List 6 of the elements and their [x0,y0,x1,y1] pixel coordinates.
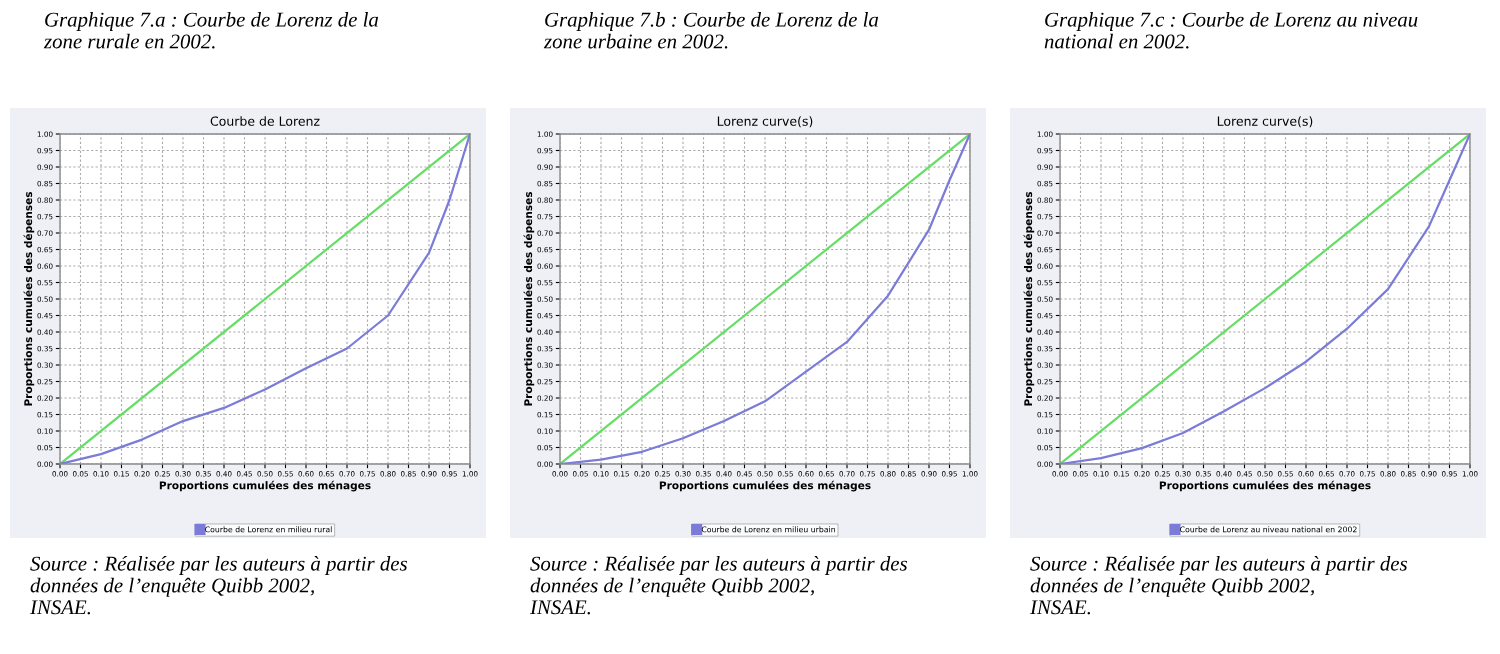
source-note: Source : Réalisée par les auteurs à partir des données de l’enquête Quibb 2002, INSAE. [29,556,408,615]
source-note: Source : Réalisée par les auteurs à partir des données de l’enquête Quibb 2002, INSAE. [1029,556,1408,615]
text: Graphique 7.a : Courbe de Lorenz de la zone rurale en 2002. [43,12,379,49]
source-note: Source : Réalisée par les auteurs à partir des données de l’enquête Quibb 2002, INSAE. [529,556,908,615]
text: Graphique 7.b : Courbe de Lorenz de la zone urbaine en 2002. [543,12,879,49]
text: Graphique 7.c : Courbe de Lorenz au niveau national en 2002. [1044,12,1418,49]
